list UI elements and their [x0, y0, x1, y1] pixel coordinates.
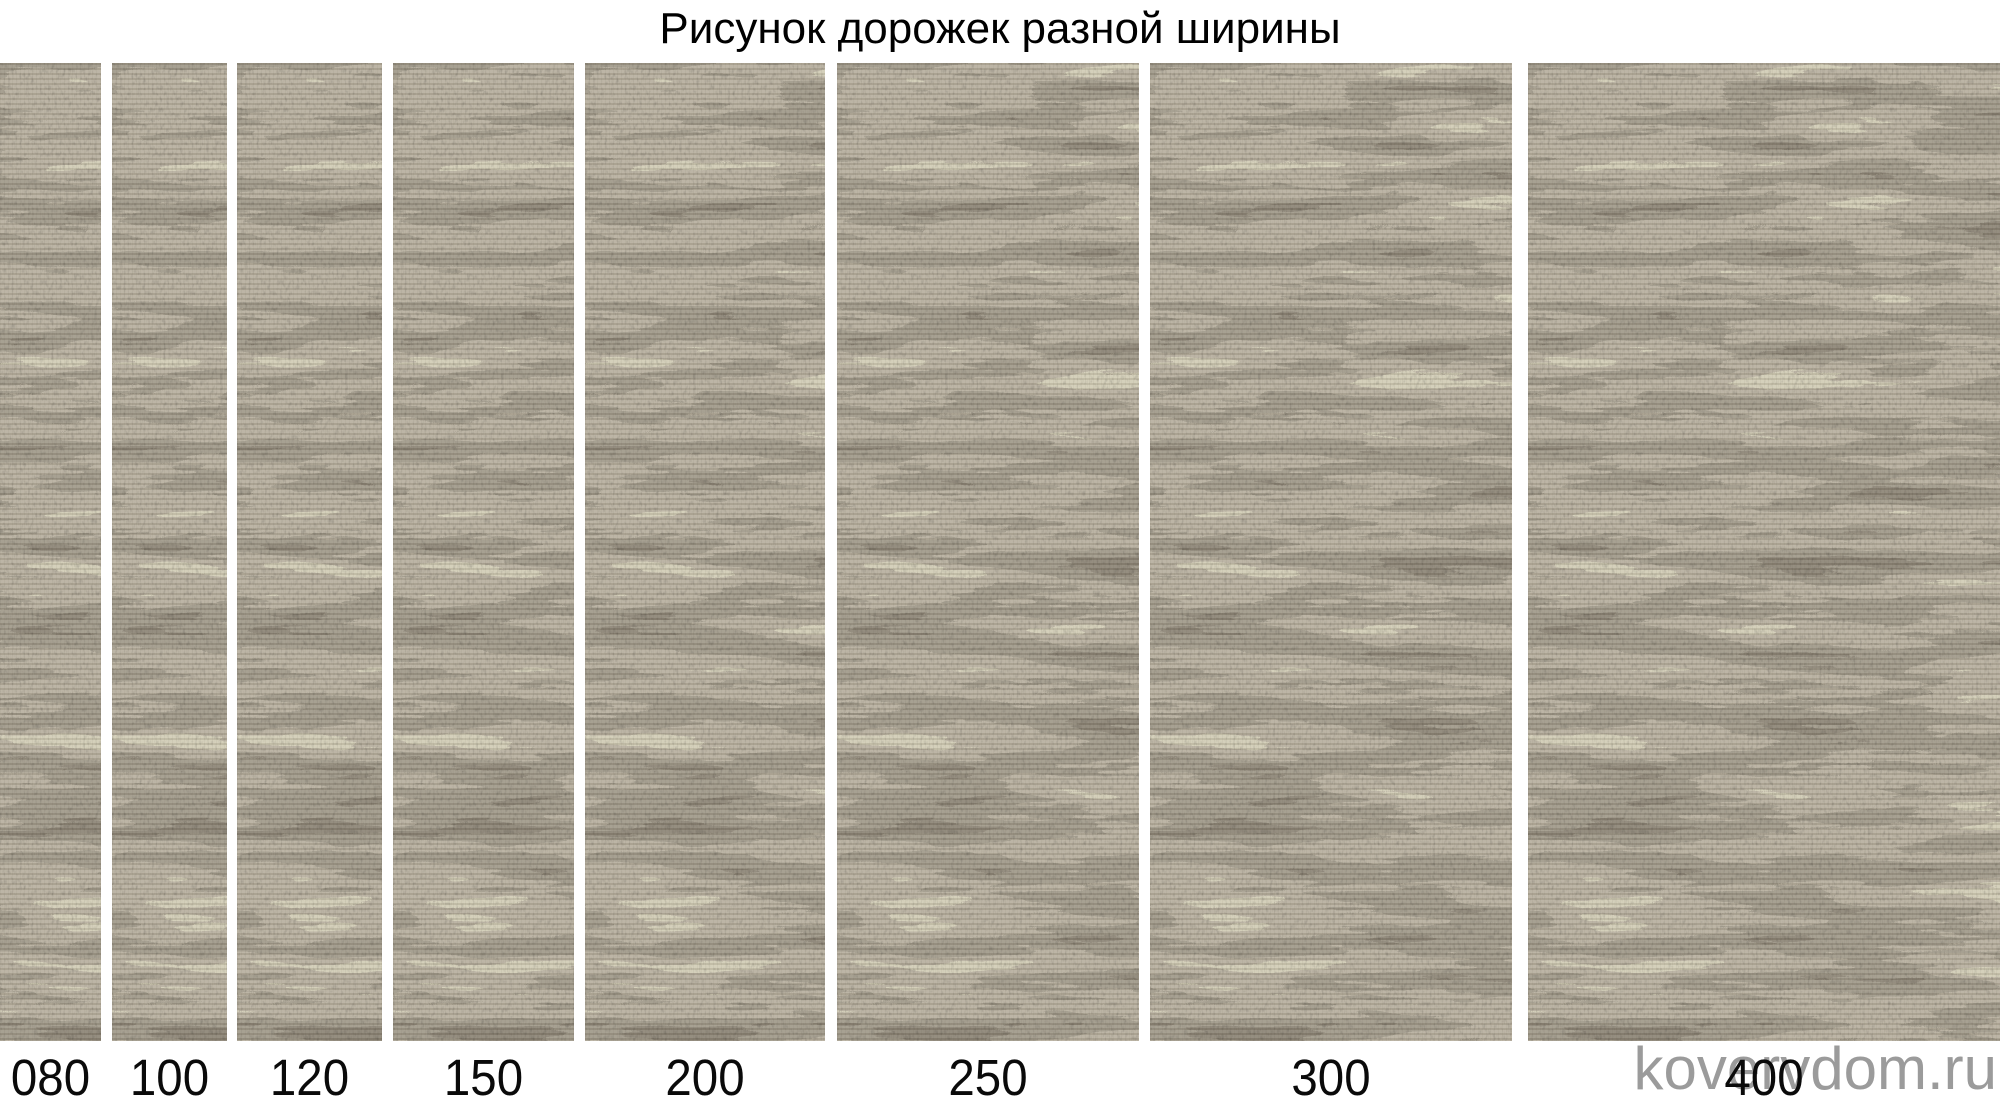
runner-width-label-120: 120 [269, 1049, 350, 1106]
runner-width-label-100: 100 [129, 1049, 210, 1106]
runner-strip-080 [0, 63, 101, 1041]
runner-strip-250 [837, 63, 1139, 1041]
runner-strip-120 [237, 63, 382, 1041]
runner-strip-400 [1528, 63, 2000, 1041]
runner-width-label-300: 300 [1291, 1049, 1371, 1106]
runner-strip-200 [585, 63, 825, 1041]
runner-width-label-400: 400 [1724, 1049, 1804, 1106]
runner-strip-300 [1150, 63, 1512, 1041]
runner-strip-100 [112, 63, 227, 1041]
runner-width-label-250: 250 [948, 1049, 1028, 1106]
runner-strip-150 [393, 63, 574, 1041]
runner-width-label-200: 200 [665, 1049, 745, 1106]
runner-width-label-150: 150 [443, 1049, 524, 1106]
runner-width-label-080: 080 [10, 1049, 91, 1106]
page-title: Рисунок дорожек разной ширины [659, 4, 1341, 53]
watermark: kovervdom.ru [1633, 1035, 1997, 1102]
